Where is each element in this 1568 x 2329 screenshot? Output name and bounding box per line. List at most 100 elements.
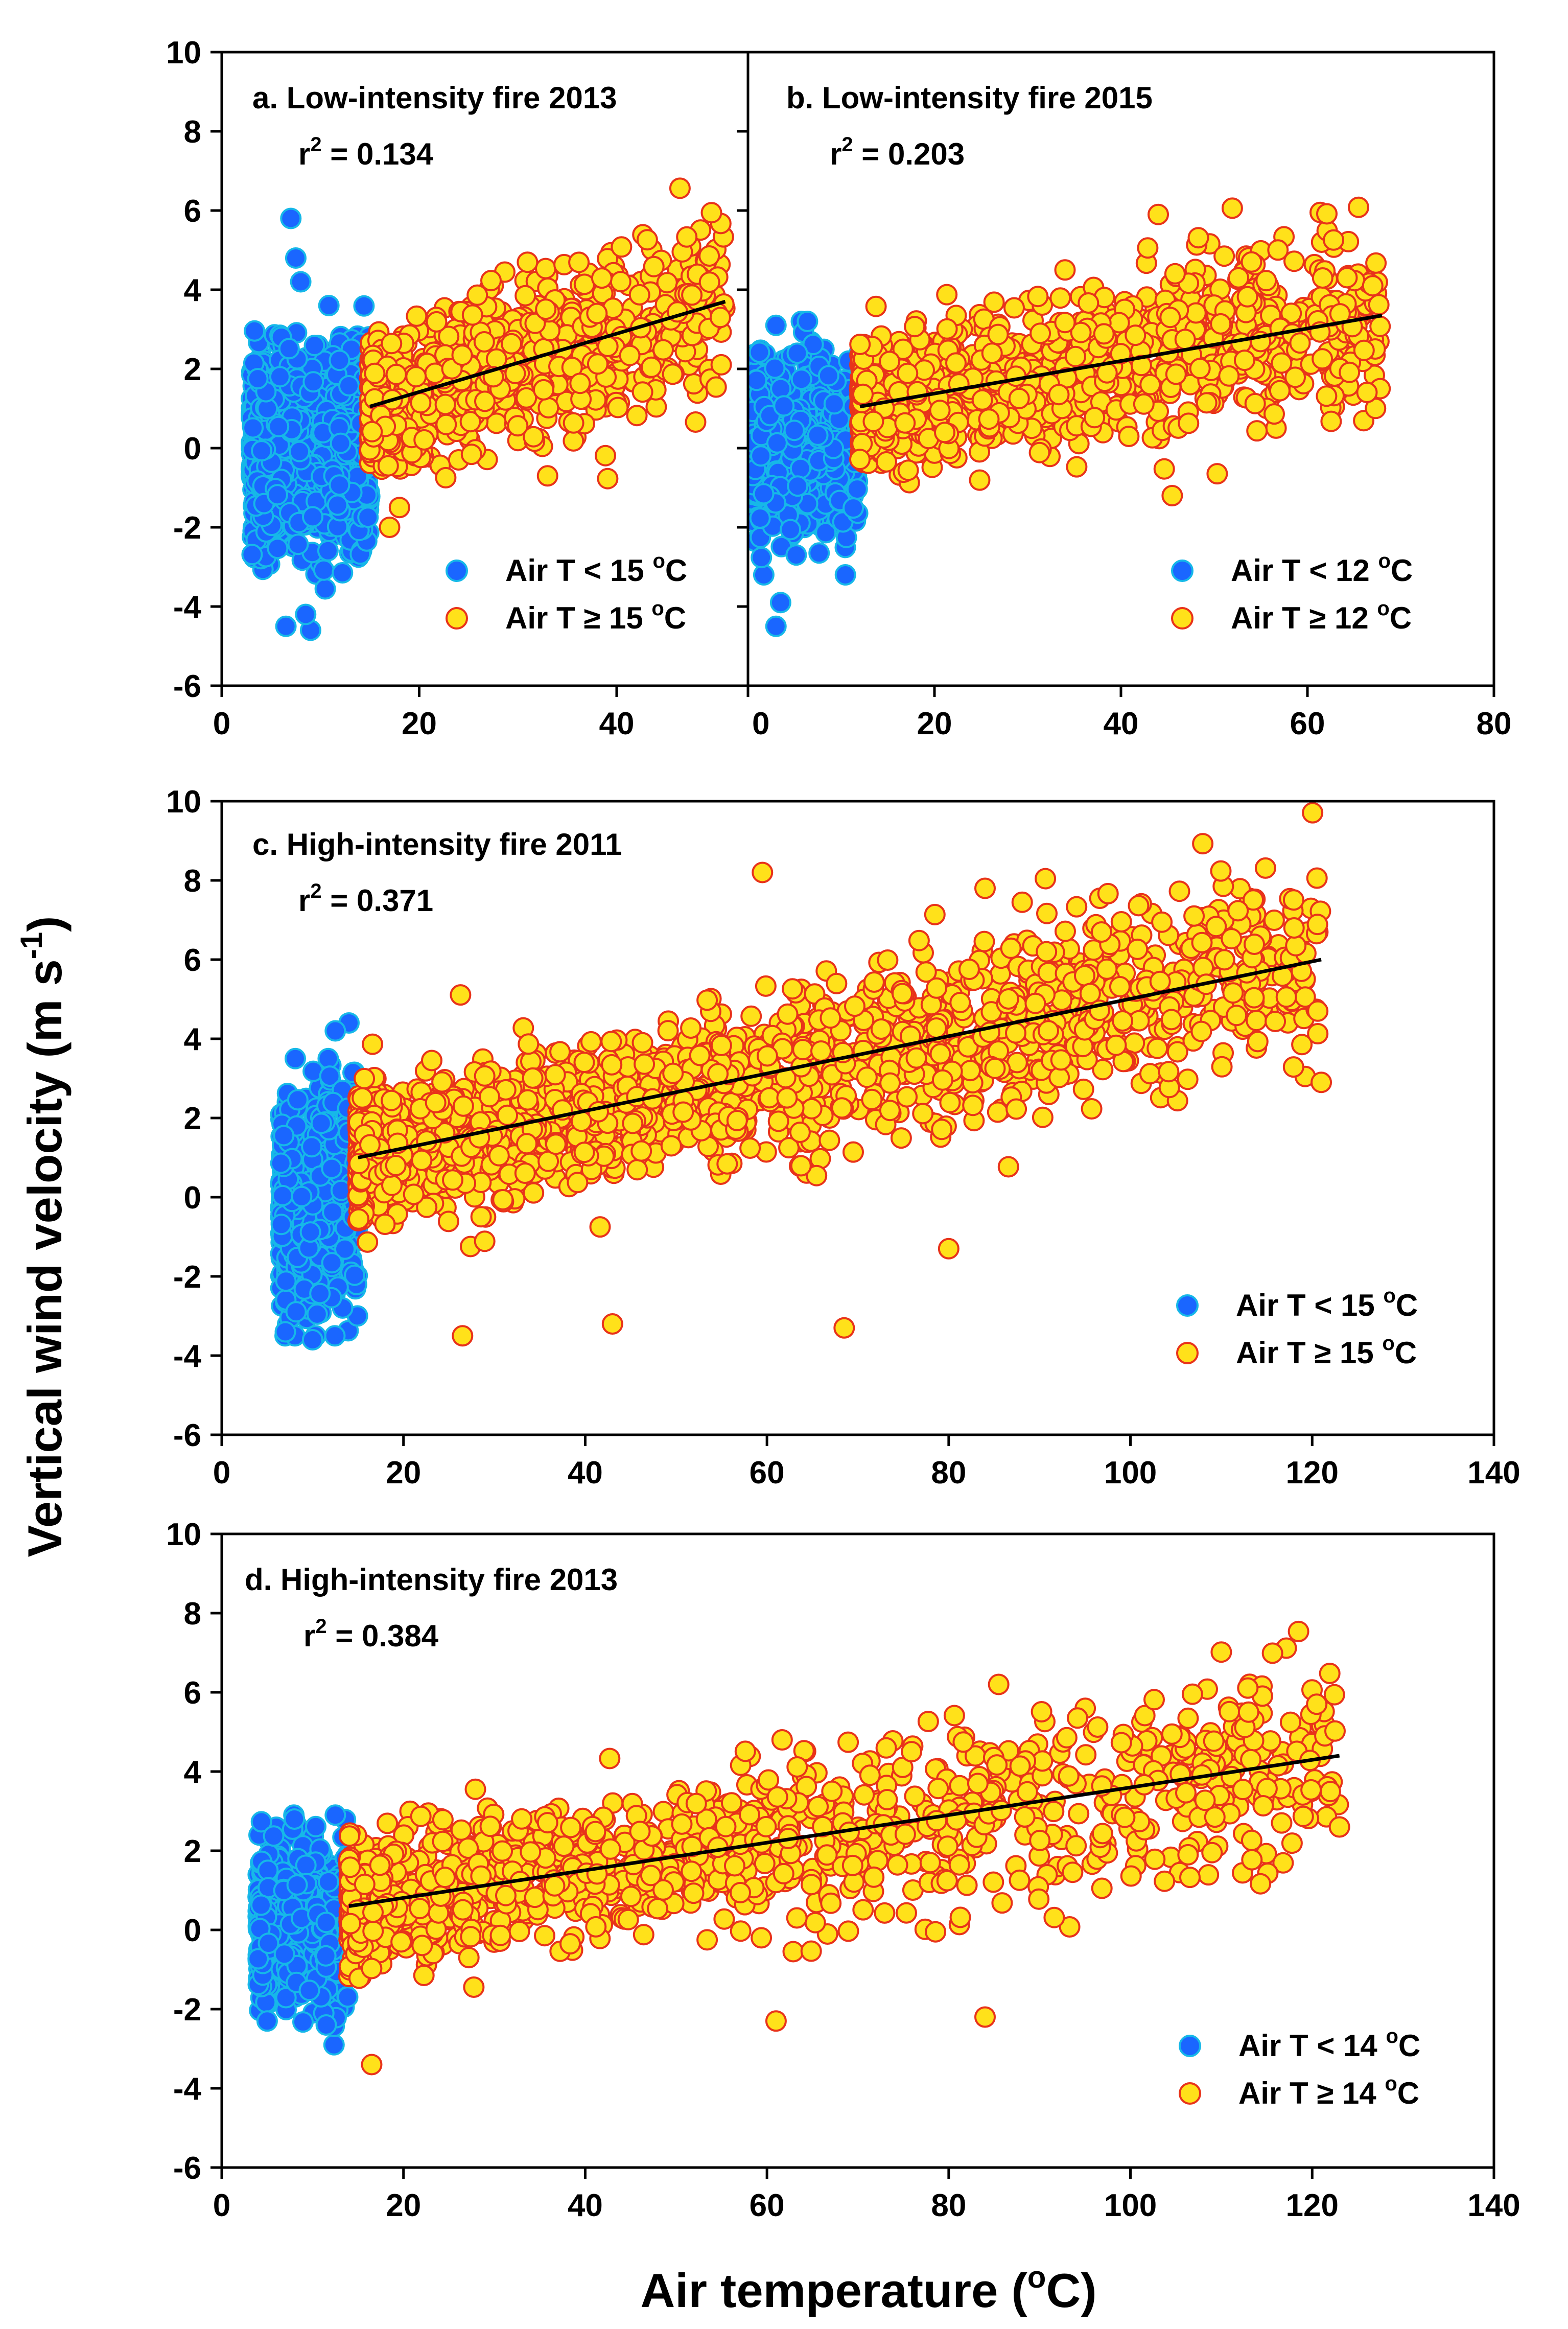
point-hot — [981, 342, 1003, 364]
point-cold — [748, 369, 767, 391]
point-cold — [275, 1270, 297, 1292]
x-tick-label: 80 — [1477, 706, 1512, 741]
point-cold — [242, 417, 264, 439]
point-hot — [897, 459, 919, 481]
point-hot — [1008, 387, 1030, 409]
point-hot — [669, 177, 691, 199]
point-hot — [945, 352, 967, 374]
legend-label-b-0: Air T < 12 oC — [1231, 550, 1413, 588]
point-cold — [285, 1047, 306, 1069]
y-tick-label: 4 — [184, 273, 202, 308]
point-hot — [1192, 833, 1214, 855]
legend-marker-b-1 — [1171, 607, 1193, 630]
point-hot — [535, 298, 557, 320]
point-hot — [934, 422, 955, 444]
point-cold — [751, 547, 773, 569]
point-cold — [786, 342, 808, 364]
x-tick-label: 0 — [213, 706, 230, 741]
point-hot — [1066, 456, 1088, 478]
point-cold — [749, 507, 771, 529]
point-hot — [533, 379, 554, 401]
point-hot — [536, 465, 558, 487]
point-cold — [750, 445, 772, 467]
point-hot — [879, 351, 901, 372]
point-cold — [272, 1184, 294, 1206]
point-hot — [1336, 267, 1358, 289]
point-hot — [1353, 339, 1375, 361]
point-hot — [897, 362, 919, 384]
point-cold — [321, 1252, 343, 1274]
point-cold — [247, 368, 269, 390]
point-cold — [332, 562, 354, 584]
point-cold — [753, 483, 775, 505]
point-hot — [1048, 384, 1070, 406]
point-hot — [1196, 392, 1218, 414]
point-hot — [1228, 267, 1250, 289]
point-cold — [330, 432, 352, 454]
point-cold — [353, 295, 375, 317]
point-cold — [807, 424, 829, 446]
point-hot — [1339, 361, 1361, 383]
point-hot — [971, 389, 993, 411]
point-hot — [628, 284, 650, 306]
y-tick-label: 10 — [166, 35, 201, 71]
fit-line-b — [859, 313, 1383, 409]
point-hot — [1036, 902, 1058, 924]
point-hot — [862, 410, 884, 432]
legend-marker-b-0 — [1171, 560, 1193, 582]
point-hot — [1362, 275, 1384, 297]
point-hot — [709, 307, 731, 329]
point-cold — [357, 506, 379, 528]
y-tick-label: 0 — [184, 431, 201, 467]
point-hot — [1348, 196, 1369, 218]
point-cold — [329, 350, 350, 371]
x-tick-label: 20 — [402, 706, 437, 741]
point-cold — [267, 484, 288, 506]
point-cold — [765, 615, 787, 637]
point-hot — [978, 408, 1000, 430]
point-hot — [705, 376, 727, 398]
y-tick-label: 2 — [184, 352, 201, 387]
point-cold — [808, 542, 830, 564]
point-hot — [1159, 307, 1181, 329]
point-hot — [676, 226, 698, 248]
point-cold — [270, 1152, 292, 1174]
point-cold — [295, 603, 317, 625]
point-cold — [324, 1325, 346, 1347]
point-cold — [790, 368, 812, 390]
point-hot — [595, 445, 616, 467]
point-hot — [563, 430, 584, 452]
legend-marker-a-1 — [446, 607, 468, 630]
point-hot — [969, 469, 991, 491]
point-cold — [322, 1201, 344, 1223]
y-tick-label: 8 — [184, 114, 201, 150]
point-hot — [474, 390, 496, 412]
point-hot — [1356, 382, 1378, 403]
point-hot — [435, 467, 457, 488]
point-hot — [1049, 287, 1071, 309]
point-hot — [1093, 323, 1115, 345]
point-hot — [1323, 229, 1345, 251]
point-cold — [823, 393, 845, 415]
point-hot — [460, 444, 482, 465]
point-hot — [698, 245, 720, 267]
point-cold — [324, 1020, 346, 1042]
point-cold — [299, 1221, 321, 1243]
panel-title-a: a. Low-intensity fire 2013 — [252, 81, 617, 115]
point-hot — [652, 339, 674, 361]
point-hot — [1283, 250, 1305, 272]
point-cold — [303, 335, 325, 357]
point-hot — [569, 372, 591, 394]
point-cold — [310, 1112, 332, 1134]
point-hot — [1320, 410, 1342, 432]
point-cold — [309, 1283, 331, 1305]
point-hot — [597, 468, 619, 490]
point-hot — [1206, 463, 1228, 485]
x-axis-title: Air temperature (oC) — [640, 2260, 1096, 2317]
point-hot — [426, 311, 448, 333]
point-hot — [1137, 237, 1159, 259]
point-hot — [1125, 324, 1146, 346]
points-c — [270, 802, 1332, 1350]
point-cold — [290, 271, 312, 293]
point-hot — [451, 344, 473, 366]
